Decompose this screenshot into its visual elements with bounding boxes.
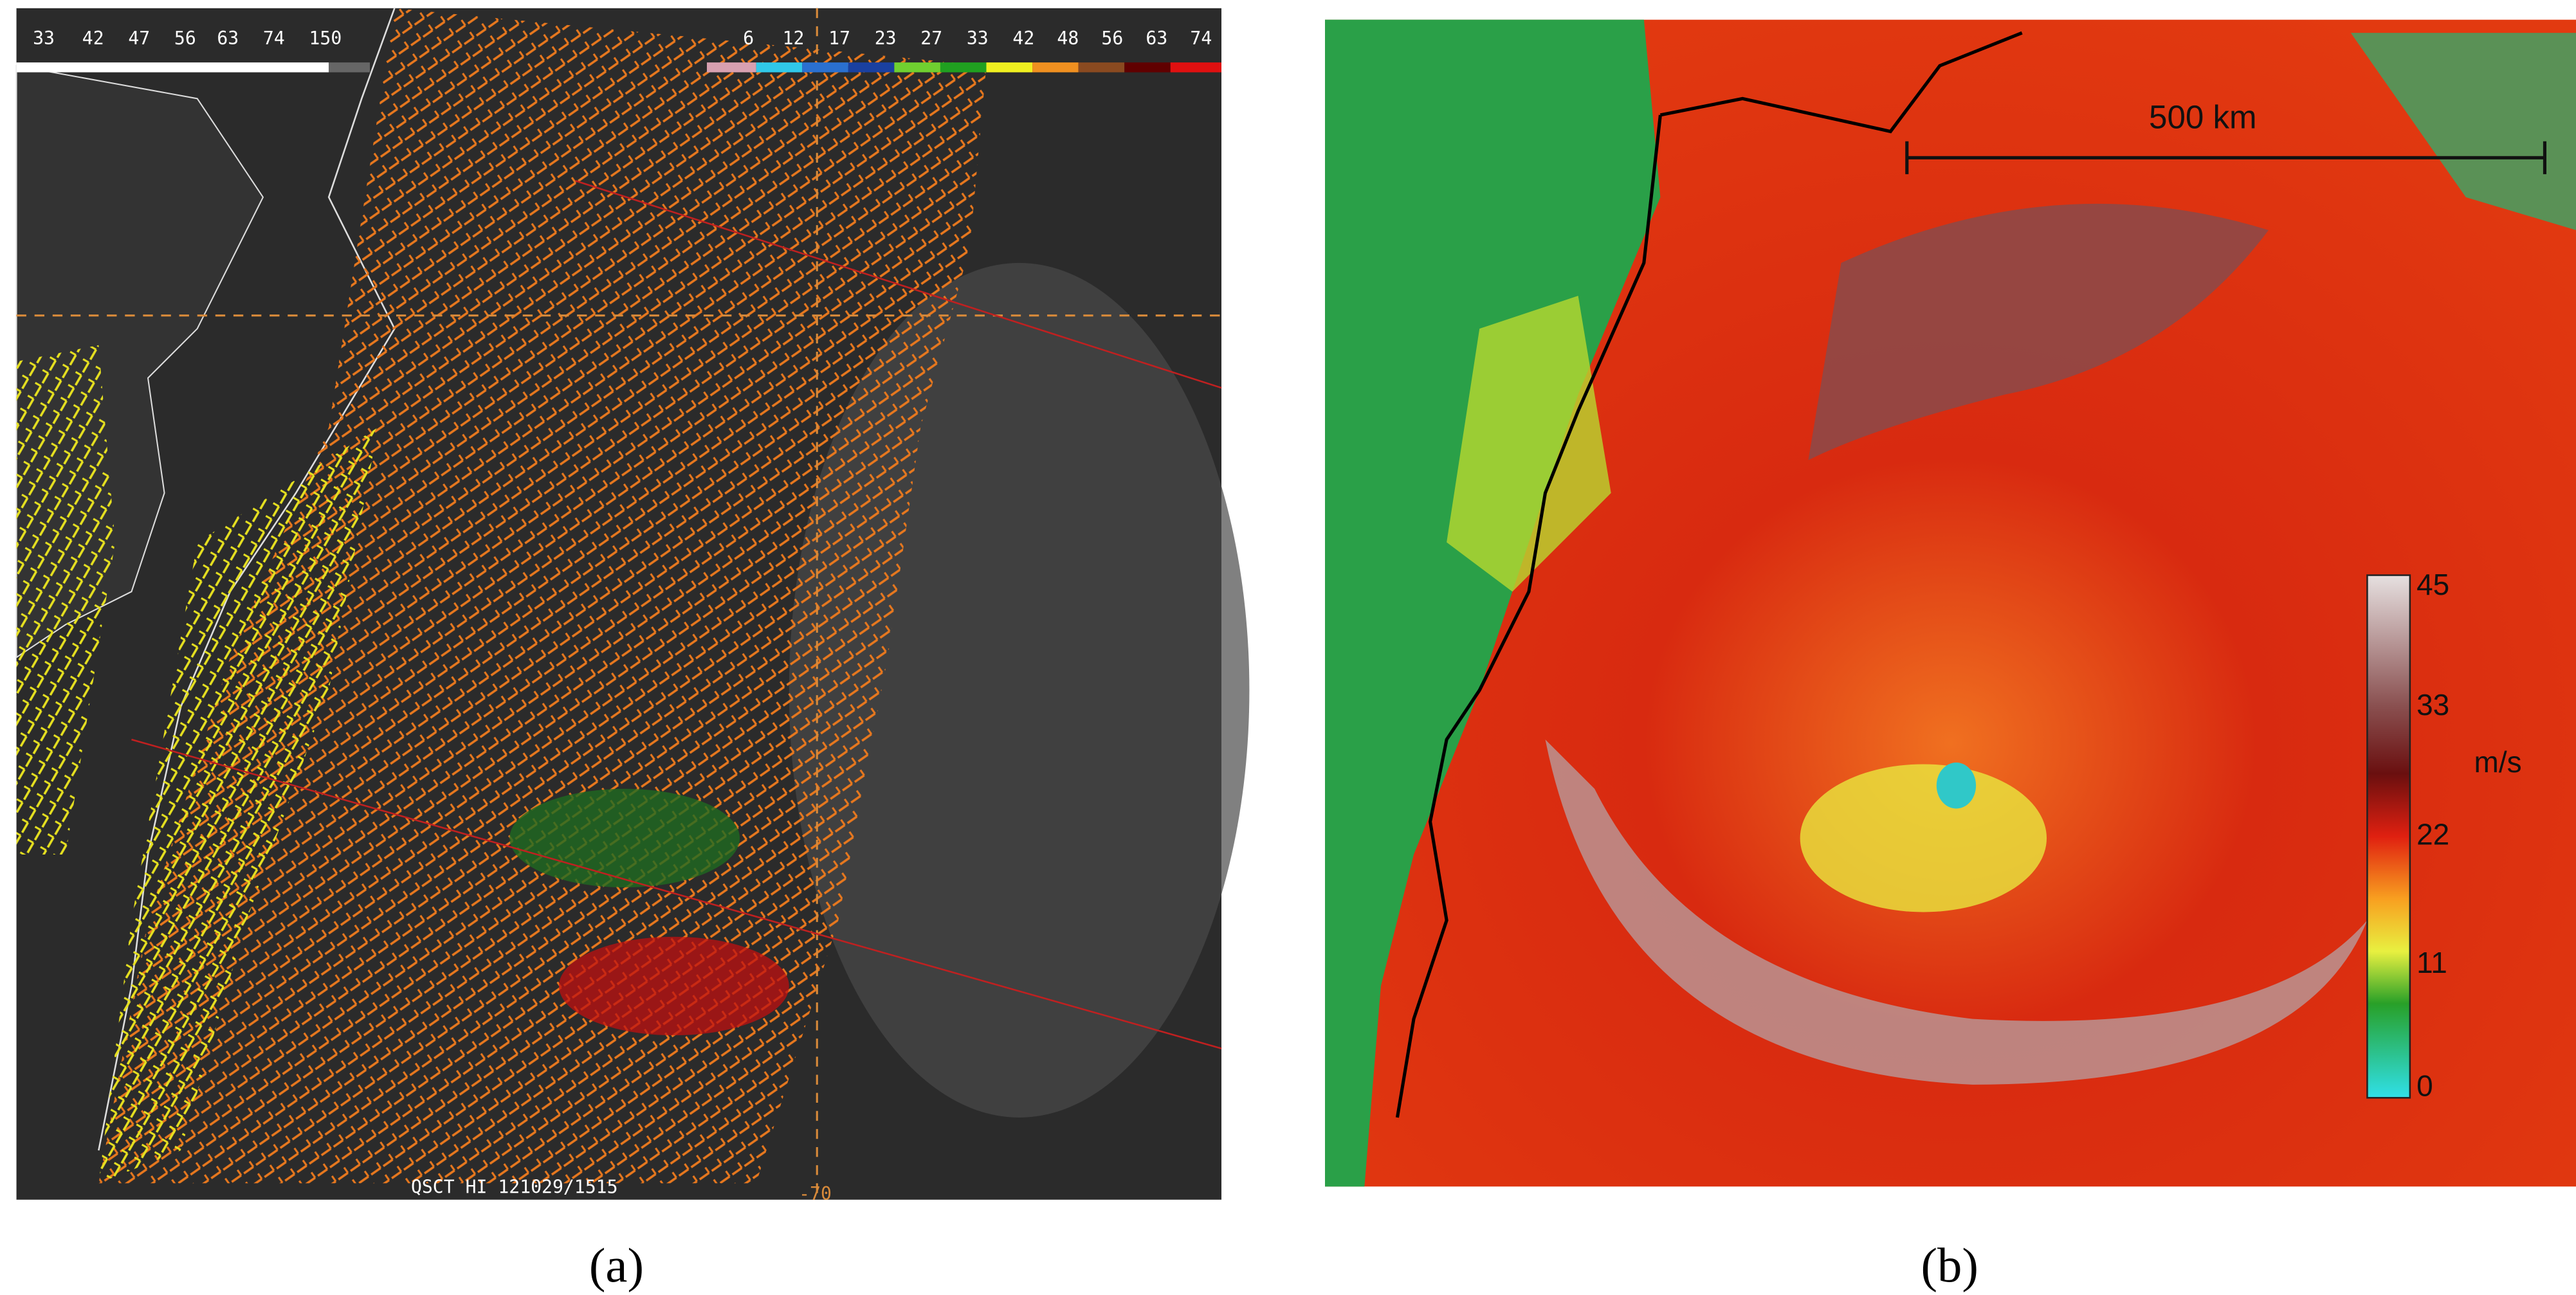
panel-b: 500 km 45 33 m/s 22 11 0: [1325, 19, 2576, 1187]
color-swatch: [1170, 62, 1221, 73]
rain-band: [1545, 739, 2368, 1085]
speed-key: 33 42 47 56 63 74 150: [33, 28, 342, 49]
speed-key-label: 74: [263, 28, 285, 49]
colorbar-tick: 45: [2416, 568, 2449, 601]
colorbar-tick: 0: [2416, 1069, 2433, 1103]
color-swatch: [894, 62, 940, 73]
speed-key-bar: [329, 62, 370, 73]
green-barbs: [509, 788, 740, 888]
rain-band: [1808, 203, 2269, 460]
speed-key-label: 56: [174, 28, 196, 49]
color-swatch: [986, 62, 1033, 73]
color-swatch: [1124, 62, 1171, 73]
eye: [1936, 762, 1977, 809]
colorbar: [2366, 574, 2411, 1099]
color-key-label: 12: [783, 28, 805, 49]
red-barbs: [558, 936, 789, 1036]
color-key-label: 63: [1146, 28, 1167, 49]
wind-barbs: [98, 8, 987, 1184]
speed-key-label: 150: [309, 28, 342, 49]
speed-key-bar: [16, 62, 329, 73]
colorbar-unit: m/s: [2474, 745, 2522, 779]
colorbar-tick: 22: [2416, 818, 2449, 851]
color-swatch: [707, 62, 756, 73]
color-swatch: [1032, 62, 1079, 73]
color-key-label: 27: [920, 28, 942, 49]
land-field: [1447, 296, 1611, 592]
color-key-label: 42: [1012, 28, 1034, 49]
land-field: [2350, 33, 2576, 230]
color-key-label: 74: [1190, 28, 1212, 49]
color-swatch: [802, 62, 848, 73]
wind-barbs-yellow: [98, 427, 378, 1184]
coastline: [1395, 31, 2023, 1118]
color-swatch: [756, 62, 803, 73]
speed-key-label: 63: [217, 28, 239, 49]
colorbar-tick: 11: [2416, 946, 2447, 979]
color-key-label: 6: [743, 28, 754, 49]
stamp: QSCT HI 121029/1515: [411, 1177, 618, 1198]
colorbar-tick: 33: [2416, 688, 2449, 721]
color-key-label: 23: [875, 28, 897, 49]
color-swatch: [1078, 62, 1125, 73]
land-barbs: [16, 345, 115, 855]
color-key: 6 12 17 23 27 33 42 48 56 63 74: [707, 28, 1221, 73]
speed-key-label: 33: [33, 28, 55, 49]
swath-edge: [575, 179, 1222, 389]
color-key-label: 48: [1057, 28, 1079, 49]
speed-key-label: 42: [82, 28, 104, 49]
color-swatch: [940, 62, 987, 73]
speed-key-label: 47: [128, 28, 150, 49]
caption: (b): [1921, 1238, 1978, 1293]
color-swatch: [848, 62, 895, 73]
scale-bar-label: 500 km: [2149, 98, 2257, 135]
color-key-label: 33: [967, 28, 989, 49]
color-key-label: 17: [828, 28, 850, 49]
caption: (a): [589, 1238, 644, 1293]
swath-edge: [131, 738, 1222, 1049]
longitude-label: -70: [799, 1183, 832, 1204]
panel-a: 33 42 47 56 63 74 150 6 12 17 23 27 33: [15, 8, 1250, 1204]
inner-core: [1800, 764, 2047, 912]
color-key-label: 56: [1101, 28, 1123, 49]
